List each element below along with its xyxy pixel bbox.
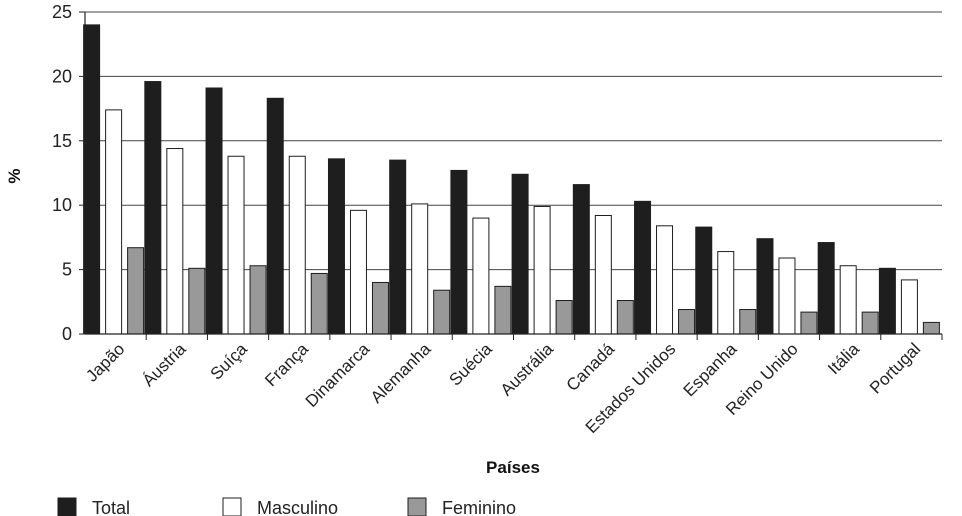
bar-masculino-1 — [166, 148, 184, 335]
bar-masculino-9 — [656, 225, 674, 335]
legend-swatch-total — [57, 497, 77, 516]
y-tick-label: 0 — [62, 324, 72, 344]
bar-total-13 — [878, 267, 896, 335]
x-tick-label: Suíça — [207, 339, 252, 384]
bar-feminino-10 — [739, 309, 757, 335]
bar-masculino-7 — [533, 205, 551, 335]
x-tick-label: Itália — [824, 339, 863, 378]
x-tick-label: Canadá — [563, 339, 619, 395]
legend-label-masculino: Masculino — [257, 498, 338, 516]
legend-swatch-feminino — [407, 497, 427, 516]
x-tick-labels: Japão Áustria Suíça FrançaDinamarcaAlemanha… — [82, 339, 924, 437]
bar-masculino-5 — [411, 203, 429, 335]
bar-masculino-6 — [472, 217, 490, 335]
x-tick-label: França — [261, 339, 312, 390]
bar-masculino-3 — [288, 155, 306, 335]
bar-total-5 — [389, 159, 407, 335]
bar-masculino-11 — [778, 257, 796, 335]
x-tick-label: Suécia — [446, 339, 497, 390]
x-tick-label: Portugal — [866, 339, 924, 397]
bar-total-3 — [266, 97, 284, 335]
bar-masculino-4 — [349, 209, 367, 335]
bar-masculino-12 — [839, 265, 857, 335]
y-tick-label: 20 — [52, 66, 72, 86]
bar-feminino-9 — [678, 309, 696, 335]
x-tick-label: Áustria — [139, 339, 190, 390]
legend-label-total: Total — [92, 498, 130, 516]
bar-masculino-8 — [594, 215, 612, 335]
bar-total-4 — [327, 158, 345, 335]
bar-masculino-0 — [105, 109, 123, 335]
bar-feminino-11 — [800, 311, 818, 335]
bar-feminino-6 — [494, 285, 512, 335]
legend-swatch-masculino — [222, 497, 242, 516]
x-tick-label: Austrália — [497, 339, 558, 400]
bar-feminino-7 — [555, 300, 573, 335]
bar-feminino-5 — [433, 289, 451, 335]
bar-total-0 — [83, 24, 101, 335]
bar-feminino-4 — [371, 281, 389, 335]
y-tick-label: 5 — [62, 260, 72, 280]
bar-total-7 — [511, 173, 529, 335]
y-tick-label: 10 — [52, 195, 72, 215]
legend: Total Masculino Feminino — [57, 497, 516, 516]
x-tick-label: Alemanha — [367, 339, 435, 407]
bar-masculino-13 — [900, 279, 918, 335]
y-tick-labels: 0 5 10 15 20 25 — [52, 2, 72, 344]
bar-masculino-10 — [717, 251, 735, 335]
x-tick-label: Espanha — [680, 339, 741, 400]
bar-feminino-3 — [310, 272, 328, 335]
bar-masculino-2 — [227, 155, 245, 335]
bar-total-11 — [756, 238, 774, 335]
bar-feminino-0 — [127, 247, 145, 335]
bar-feminino-8 — [616, 300, 634, 335]
bar-total-8 — [572, 184, 590, 335]
axes — [84, 12, 942, 335]
bar-total-6 — [450, 169, 468, 335]
x-axis-title: Países — [486, 458, 540, 477]
y-tick-label: 25 — [52, 2, 72, 22]
bar-feminino-12 — [861, 311, 879, 335]
x-tick-label: Dinamarca — [302, 339, 374, 411]
bar-total-9 — [634, 200, 652, 335]
bar-feminino-1 — [188, 267, 206, 335]
bar-total-1 — [144, 81, 162, 335]
legend-label-feminino: Feminino — [442, 498, 516, 516]
bar-total-12 — [817, 242, 835, 335]
bar-total-10 — [695, 226, 713, 335]
bar-feminino-2 — [249, 265, 267, 335]
y-axis-title: % — [5, 168, 24, 183]
bar-total-2 — [205, 87, 223, 335]
y-tick-label: 15 — [52, 131, 72, 151]
x-tick-label: Japão — [82, 339, 128, 385]
bars — [83, 24, 940, 335]
bar-feminino-13 — [922, 321, 940, 335]
